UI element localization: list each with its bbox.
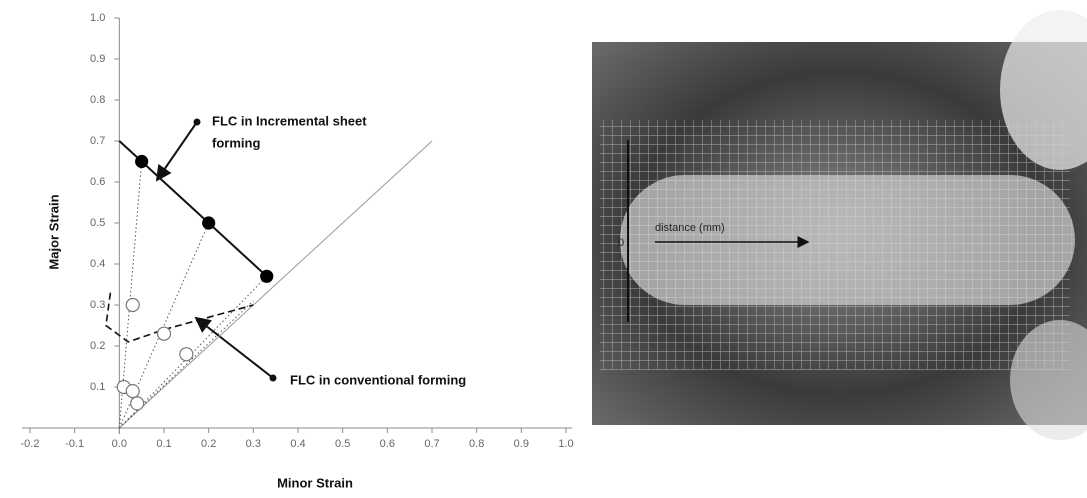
data-point [131, 397, 144, 410]
y-tick-label: 1.0 [90, 12, 105, 24]
data-point [126, 385, 139, 398]
data-point [261, 270, 273, 282]
x-tick-label: 0.3 [246, 438, 261, 450]
x-tick-label: 0.0 [112, 438, 127, 450]
annotation-arrow [157, 122, 197, 180]
x-tick-label: 0.6 [380, 438, 395, 450]
x-axis-label: Minor Strain [277, 475, 353, 490]
x-tick-label: -0.1 [65, 438, 84, 450]
page: distance (mm) 0 Minor Strain Major Strai… [0, 0, 1087, 493]
y-tick-label: 0.9 [90, 53, 105, 65]
annotation: FLC in Incremental sheet [212, 113, 367, 128]
annotation-arrow [196, 318, 273, 378]
x-tick-label: -0.2 [21, 438, 40, 450]
x-tick-label: 0.4 [290, 438, 305, 450]
x-tick-label: 0.5 [335, 438, 350, 450]
data-point [203, 217, 215, 229]
y-tick-label: 0.1 [90, 381, 105, 393]
y-tick-label: 0.6 [90, 176, 105, 188]
y-tick-label: 0.4 [90, 258, 105, 270]
y-tick-label: 0.8 [90, 94, 105, 106]
y-tick-label: 0.7 [90, 135, 105, 147]
x-tick-label: 0.7 [424, 438, 439, 450]
photo-origin-label: 0 [618, 237, 624, 249]
x-tick-label: 0.8 [469, 438, 484, 450]
data-point [126, 299, 139, 312]
data-point [158, 327, 171, 340]
y-tick-label: 0.3 [90, 299, 105, 311]
x-tick-label: 1.0 [558, 438, 573, 450]
x-tick-label: 0.9 [514, 438, 529, 450]
data-point [136, 156, 148, 168]
y-tick-label: 0.2 [90, 340, 105, 352]
y-axis-label: Major Strain [46, 194, 61, 269]
photo: distance (mm) 0 [592, 10, 1087, 440]
annotation: forming [212, 135, 260, 150]
y-tick-label: 0.5 [90, 217, 105, 229]
x-tick-label: 0.2 [201, 438, 216, 450]
data-point [180, 348, 193, 361]
annotation: FLC in conventional forming [290, 372, 466, 387]
x-tick-label: 0.1 [156, 438, 171, 450]
photo-label: distance (mm) [655, 222, 725, 234]
